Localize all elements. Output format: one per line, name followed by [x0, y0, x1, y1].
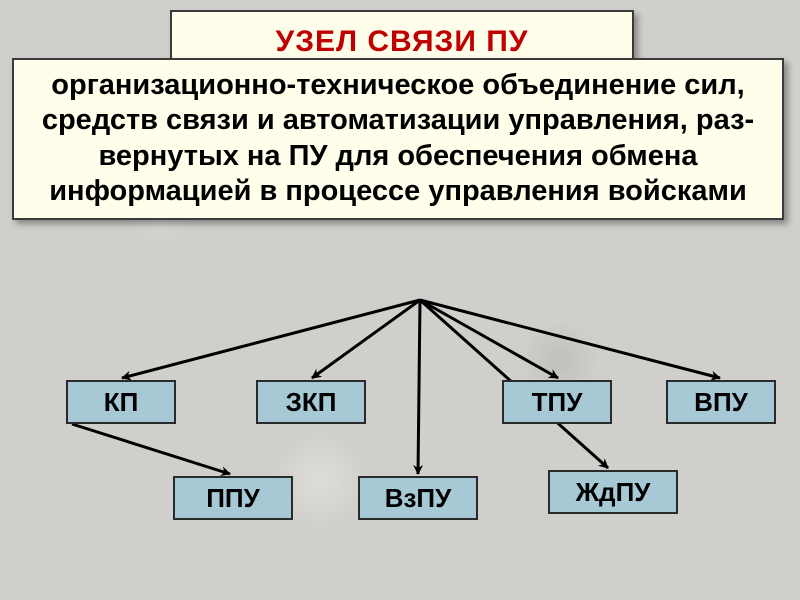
node-label: ВПУ — [694, 387, 748, 418]
node-zdpu: ЖдПУ — [548, 470, 678, 514]
node-label: ЖдПУ — [576, 477, 651, 508]
title-text: УЗЕЛ СВЯЗИ ПУ — [276, 25, 529, 59]
node-label: ТПУ — [532, 387, 583, 418]
description-box: организационно-техническое объединение с… — [12, 58, 784, 220]
node-vzpu: ВзПУ — [358, 476, 478, 520]
node-vpu: ВПУ — [666, 380, 776, 424]
node-label: ЗКП — [286, 387, 337, 418]
description-text: организационно-техническое объединение с… — [20, 68, 776, 210]
node-tpu: ТПУ — [502, 380, 612, 424]
node-label: КП — [104, 387, 139, 418]
node-label: ВзПУ — [385, 483, 452, 514]
node-kp: КП — [66, 380, 176, 424]
node-zkp: ЗКП — [256, 380, 366, 424]
node-label: ППУ — [206, 483, 260, 514]
node-ppu: ППУ — [173, 476, 293, 520]
